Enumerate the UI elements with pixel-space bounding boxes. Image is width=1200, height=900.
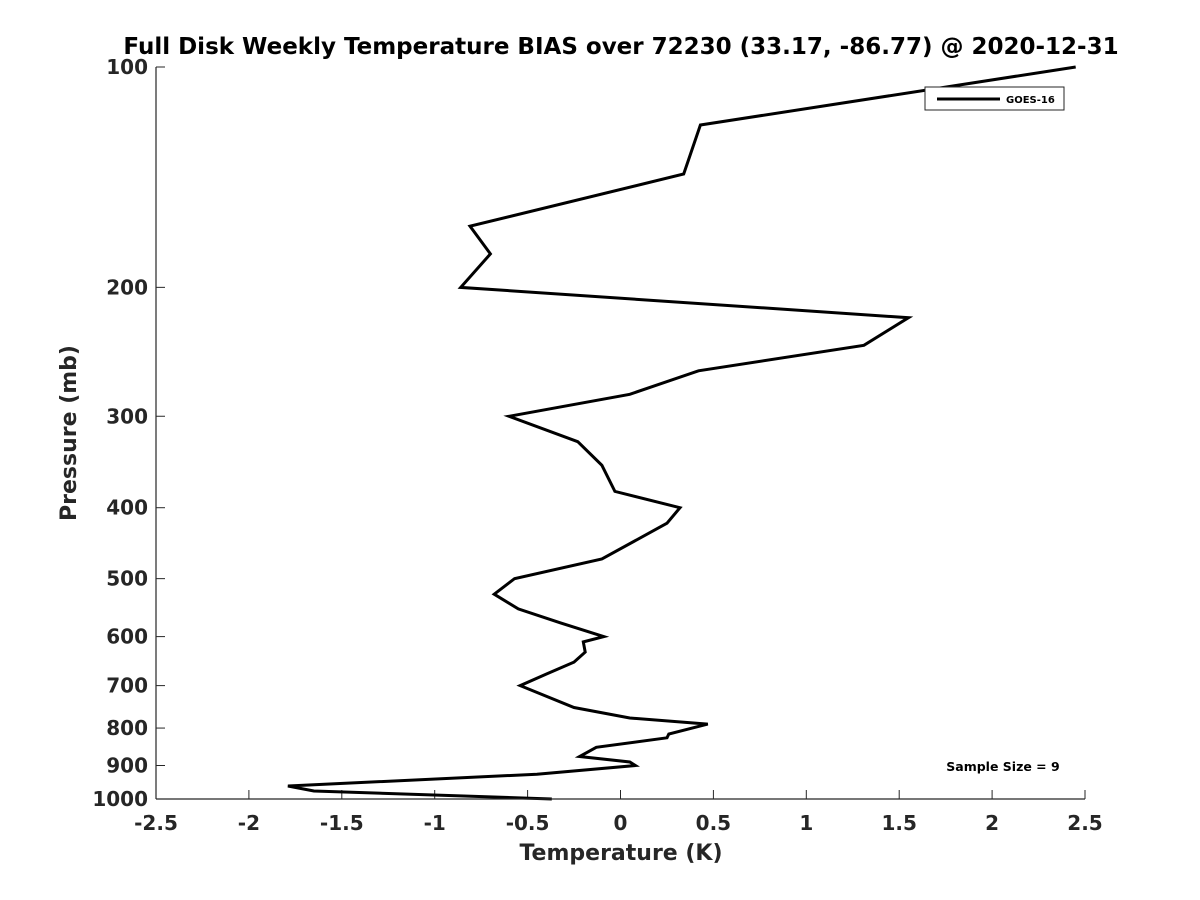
legend: GOES-16 — [924, 86, 1065, 111]
x-axis-title: Temperature (K) — [519, 841, 722, 866]
sample-size-annotation: Sample Size = 9 — [946, 759, 1059, 774]
y-axis-title: Pressure (mb) — [57, 345, 82, 521]
x-tick-label: 0.5 — [696, 811, 731, 835]
y-tick-label: 600 — [106, 625, 148, 649]
y-tick-label: 500 — [106, 567, 148, 591]
x-tick-label: 0 — [614, 811, 628, 835]
x-tick-label: -2.5 — [134, 811, 178, 835]
plot-area — [156, 67, 1085, 799]
x-tick-label: 1 — [799, 811, 813, 835]
x-tick-label: 1.5 — [881, 811, 916, 835]
y-tick-labels: 100 200 300 400 500 600 700 800 900 1000 — [92, 55, 148, 811]
x-tick-labels: -2.5 -2 -1.5 -1 -0.5 0 0.5 1 1.5 2 2.5 — [134, 811, 1103, 835]
chart-title: Full Disk Weekly Temperature BIAS over 7… — [123, 34, 1118, 60]
x-tick-label: -2 — [238, 811, 260, 835]
y-tick-label: 400 — [106, 496, 148, 520]
y-tick-label: 900 — [106, 754, 148, 778]
x-tick-label: 2.5 — [1067, 811, 1102, 835]
x-tick-label: -1.5 — [320, 811, 364, 835]
legend-entry-goes-16: GOES-16 — [1006, 95, 1055, 106]
axis-ticks — [155, 66, 1086, 800]
y-tick-label: 300 — [106, 404, 148, 428]
y-tick-label: 100 — [106, 55, 148, 79]
y-tick-label: 800 — [106, 716, 148, 740]
y-tick-label: 200 — [106, 275, 148, 299]
x-tick-label: -1 — [424, 811, 446, 835]
y-tick-label: 700 — [106, 674, 148, 698]
x-tick-label: 2 — [985, 811, 999, 835]
x-tick-label: -0.5 — [506, 811, 550, 835]
y-tick-label: 1000 — [92, 787, 148, 811]
series-line-goes-16 — [287, 65, 1076, 801]
